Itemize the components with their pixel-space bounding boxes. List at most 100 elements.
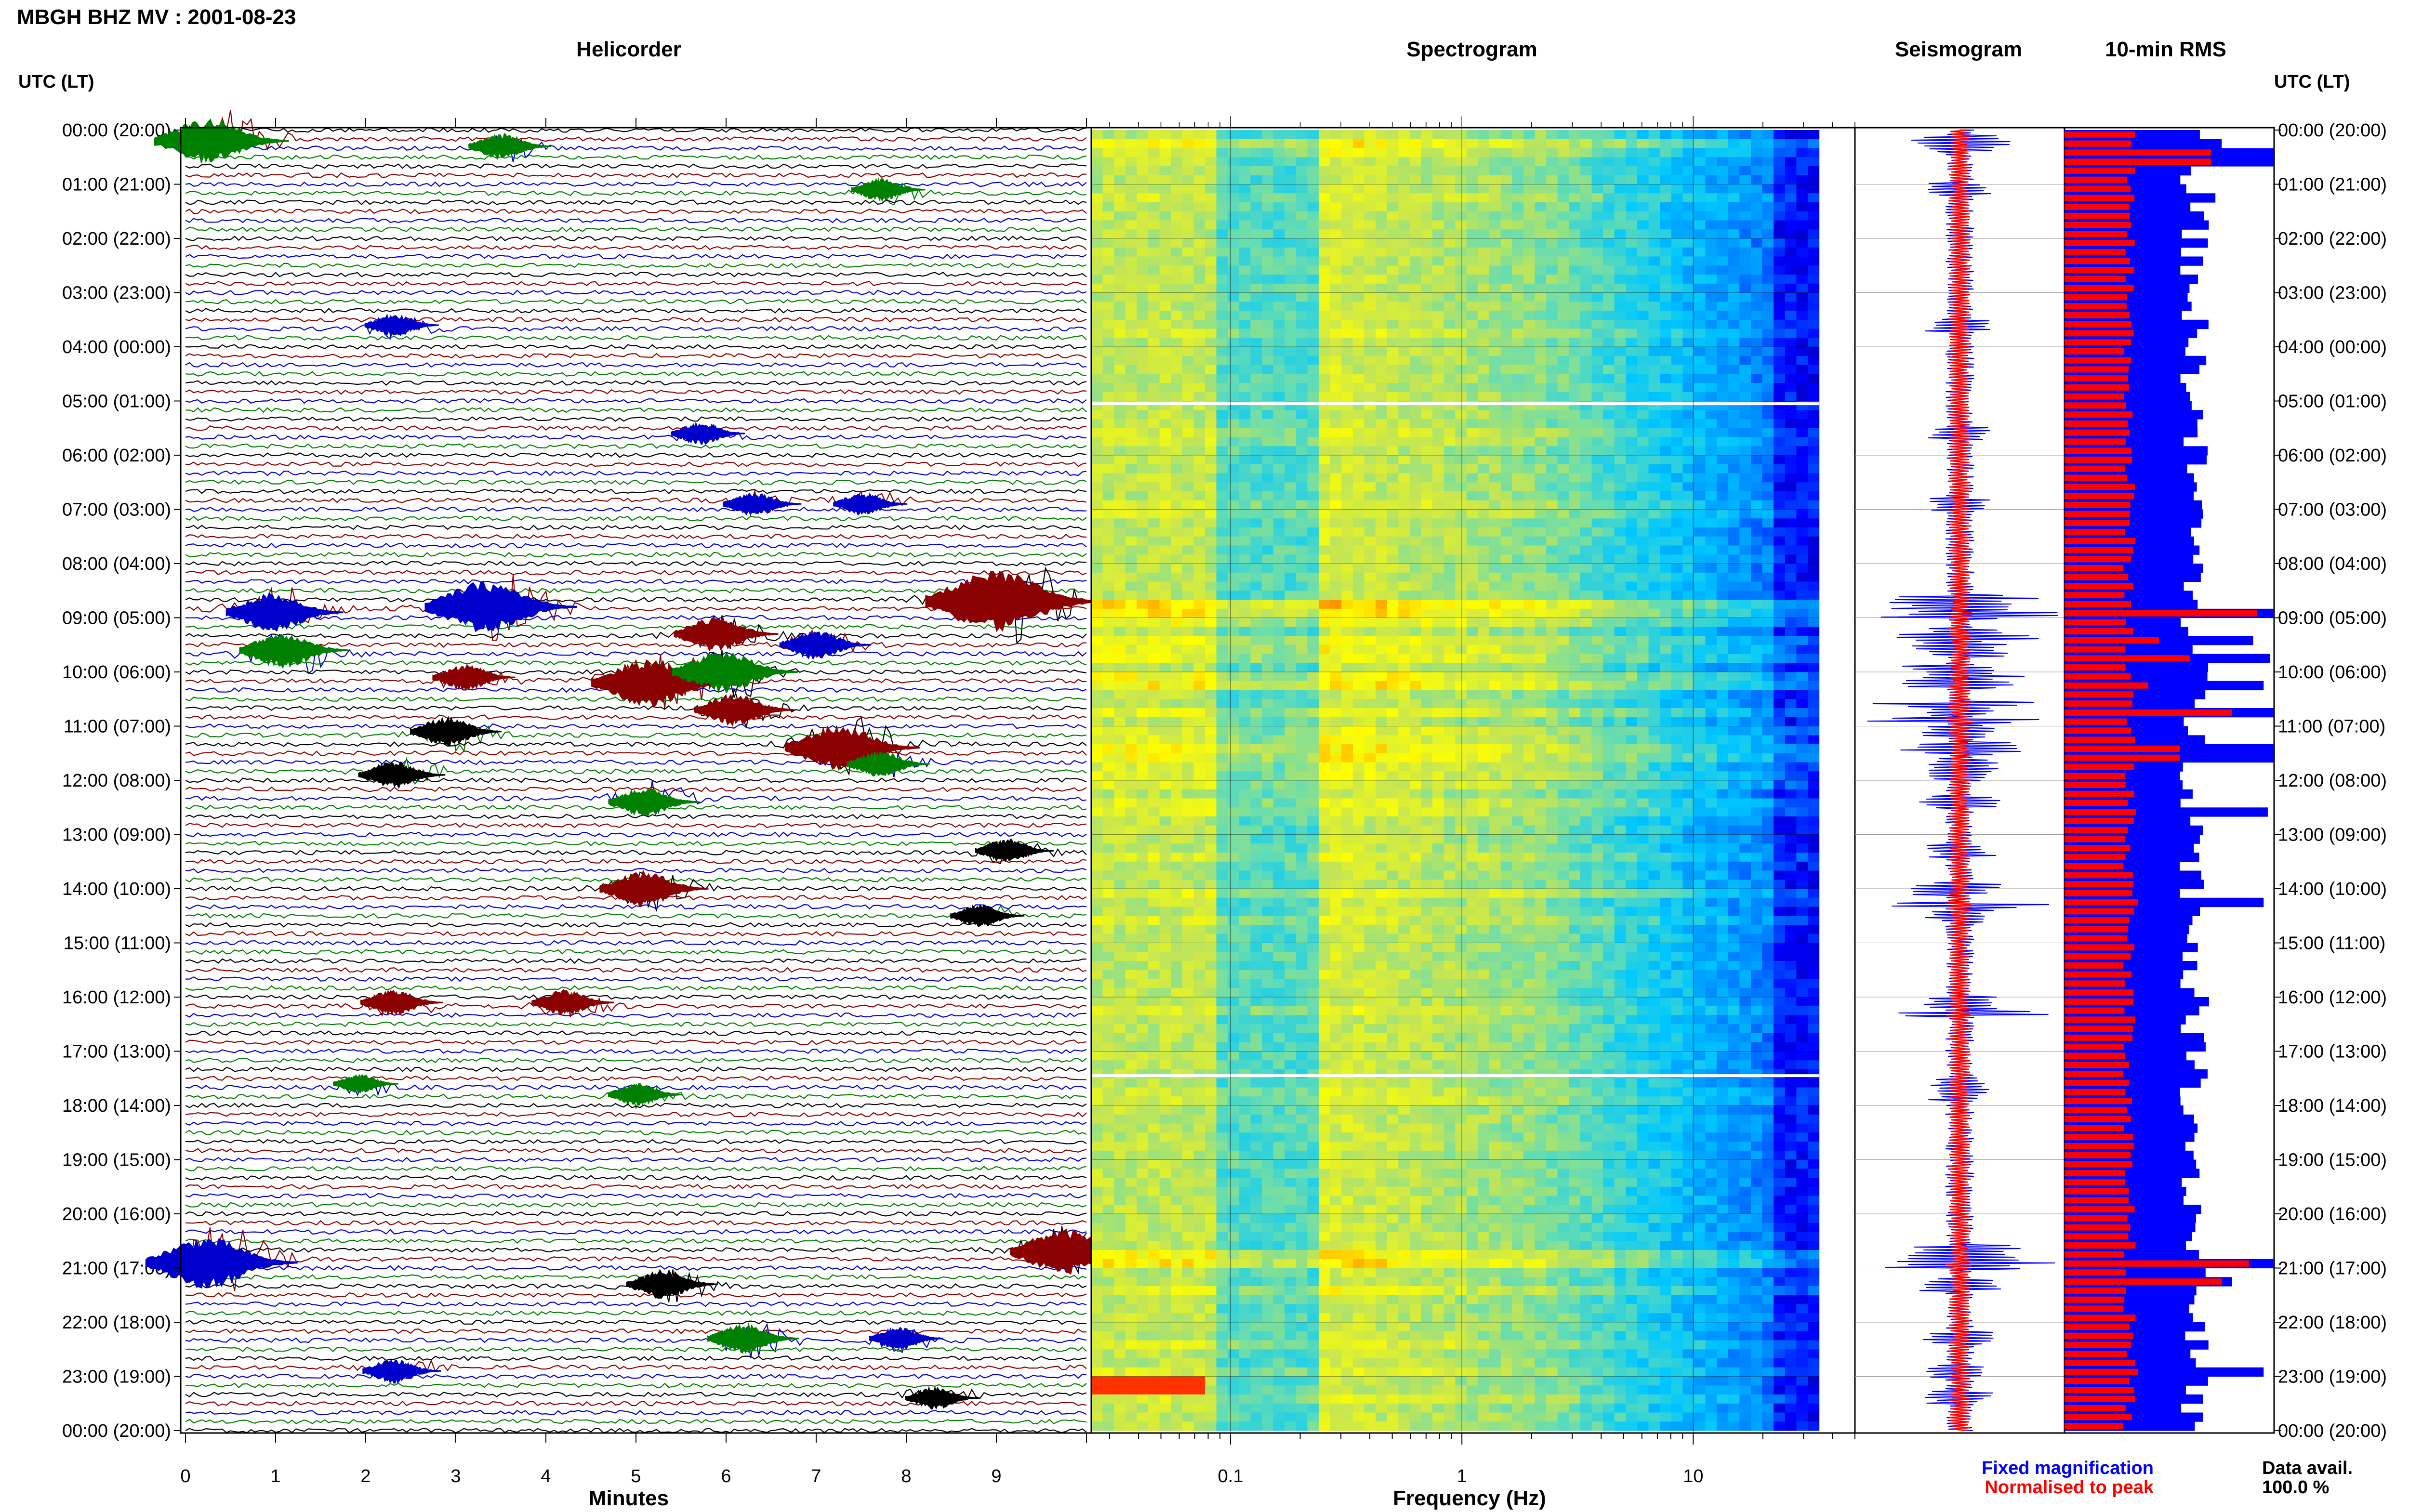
spectrogram-cell <box>1114 428 1126 438</box>
spectrogram-cell <box>1171 627 1183 636</box>
spectrogram-cell <box>1125 247 1137 257</box>
spectrogram-cell <box>1443 536 1456 546</box>
spectrogram-cell <box>1205 265 1217 275</box>
spectrogram-cell <box>1557 130 1569 140</box>
spectrogram-cell <box>1262 482 1274 492</box>
helicorder-trace <box>185 308 1087 314</box>
spectrogram-cell <box>1682 663 1694 672</box>
spectrogram-cell <box>1352 193 1365 203</box>
spectrogram-cell <box>1216 726 1228 736</box>
spectrogram-cell <box>1523 527 1535 537</box>
spectrogram-cell <box>1443 464 1456 474</box>
spectrogram-cell <box>1398 663 1410 672</box>
spectrogram-cell <box>1159 726 1171 736</box>
spectrogram-cell <box>1171 428 1183 438</box>
spectrogram-cell <box>1114 347 1126 356</box>
spectrogram-cell <box>1376 581 1388 591</box>
spectrogram-cell <box>1387 193 1399 203</box>
spectrogram-cell <box>1660 256 1672 266</box>
spectrogram-cell <box>1694 193 1706 203</box>
spectrogram-cell <box>1648 644 1660 655</box>
spectrogram-cell <box>1352 636 1365 645</box>
y-tick-label-left: 11:00 (07:00) <box>64 717 171 737</box>
spectrogram-cell <box>1500 166 1512 176</box>
spectrogram-cell <box>1648 202 1660 212</box>
spectrogram-cell <box>1319 446 1331 456</box>
spectrogram-cell <box>1523 663 1535 672</box>
spectrogram-cell <box>1557 491 1569 501</box>
spectrogram-cell <box>1193 708 1205 718</box>
spectrogram-cell <box>1557 157 1569 167</box>
helicorder-trace <box>185 1039 1087 1045</box>
spectrogram-cell <box>1352 591 1365 600</box>
spectrogram-cell <box>1489 527 1501 537</box>
spectrogram-cell <box>1671 491 1683 501</box>
spectrogram-cell <box>1284 744 1297 754</box>
spectrogram-cell <box>1193 256 1205 266</box>
spectrogram-cell <box>1478 554 1490 564</box>
spectrogram-cell <box>1137 193 1149 203</box>
spectrogram-cell <box>1319 383 1331 393</box>
y-tick-label-right: 00:00 (20:00) <box>2278 1421 2387 1441</box>
spectrogram-cell <box>1671 762 1683 772</box>
spectrogram-cell <box>1341 139 1353 149</box>
spectrogram-cell <box>1159 211 1171 221</box>
spectrogram-cell <box>1569 509 1581 519</box>
spectrogram-cell <box>1466 780 1479 790</box>
spectrogram-cell <box>1808 509 1820 519</box>
spectrogram-cell <box>1148 130 1160 140</box>
spectrogram-cell <box>1421 292 1433 302</box>
spectrogram-cell <box>1717 627 1729 636</box>
spectrogram-cell <box>1660 383 1672 393</box>
spectrogram-cell <box>1466 753 1479 763</box>
spectrogram-cell <box>1421 302 1433 311</box>
spectrogram-cell <box>1591 419 1603 429</box>
spectrogram-cell <box>1682 491 1694 501</box>
spectrogram-cell <box>1466 581 1479 591</box>
spectrogram-cell <box>1409 455 1422 465</box>
spectrogram-cell <box>1762 644 1774 655</box>
helicorder-trace <box>185 615 1087 621</box>
spectrogram-cell <box>1376 455 1388 465</box>
spectrogram-cell <box>1728 283 1740 293</box>
helicorder-trace <box>185 1373 1087 1380</box>
spectrogram-cell <box>1352 383 1365 393</box>
spectrogram-cell <box>1728 148 1740 158</box>
spectrogram-cell <box>1250 130 1262 140</box>
spectrogram-cell <box>1546 644 1558 655</box>
spectrogram-cell <box>1182 744 1194 754</box>
spectrogram-cell <box>1739 311 1751 320</box>
spectrogram-cell <box>1614 329 1626 338</box>
spectrogram-cell <box>1614 428 1626 438</box>
spectrogram-cell <box>1626 654 1638 663</box>
spectrogram-cell <box>1751 672 1763 682</box>
spectrogram-cell <box>1182 554 1194 564</box>
spectrogram-cell <box>1250 771 1262 781</box>
spectrogram-cell <box>1182 347 1194 356</box>
spectrogram-cell <box>1296 302 1308 311</box>
spectrogram-cell <box>1455 247 1467 257</box>
spectrogram-cell <box>1591 455 1603 465</box>
spectrogram-cell <box>1137 672 1149 682</box>
spectrogram-cell <box>1148 446 1160 456</box>
spectrogram-cell <box>1682 157 1694 167</box>
spectrogram-cell <box>1159 374 1171 383</box>
spectrogram-cell <box>1102 157 1114 167</box>
spectrogram-cell <box>1296 347 1308 356</box>
spectrogram-cell <box>1535 374 1547 383</box>
spectrogram-cell <box>1580 347 1592 356</box>
spectrogram-cell <box>1557 744 1569 754</box>
spectrogram-cell <box>1182 681 1194 691</box>
spectrogram-cell <box>1307 419 1319 429</box>
spectrogram-cell <box>1398 618 1410 627</box>
spectrogram-cell <box>1398 672 1410 682</box>
spectrogram-cell <box>1808 491 1820 501</box>
spectrogram-cell <box>1785 211 1797 221</box>
spectrogram-cell <box>1455 229 1467 239</box>
spectrogram-cell <box>1273 464 1285 474</box>
spectrogram-cell <box>1421 717 1433 727</box>
spectrogram-cell <box>1626 554 1638 564</box>
spectrogram-cell <box>1171 148 1183 158</box>
spectrogram-cell <box>1739 374 1751 383</box>
spectrogram-cell <box>1387 302 1399 311</box>
